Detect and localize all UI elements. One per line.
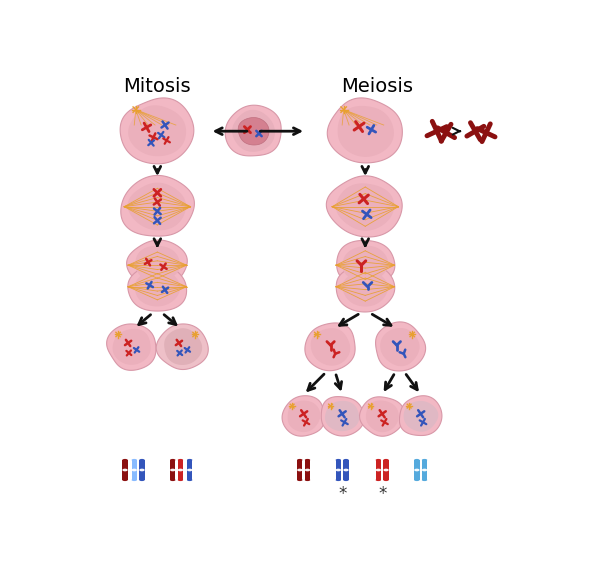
Polygon shape	[336, 183, 394, 231]
Ellipse shape	[305, 459, 310, 461]
Ellipse shape	[187, 469, 193, 472]
Polygon shape	[305, 460, 310, 480]
Polygon shape	[343, 270, 388, 307]
Polygon shape	[414, 460, 419, 480]
Polygon shape	[139, 460, 145, 480]
Polygon shape	[113, 329, 151, 365]
Polygon shape	[120, 98, 194, 164]
Polygon shape	[321, 397, 364, 436]
Polygon shape	[404, 401, 439, 432]
Ellipse shape	[297, 459, 302, 461]
Polygon shape	[297, 460, 302, 480]
Ellipse shape	[422, 469, 427, 472]
Polygon shape	[326, 176, 402, 237]
Ellipse shape	[376, 459, 381, 461]
Ellipse shape	[170, 469, 175, 472]
Polygon shape	[383, 460, 389, 480]
Ellipse shape	[170, 459, 175, 461]
Ellipse shape	[335, 479, 341, 481]
Polygon shape	[380, 328, 419, 366]
Ellipse shape	[297, 479, 302, 481]
Ellipse shape	[414, 469, 419, 472]
Polygon shape	[170, 460, 175, 480]
Polygon shape	[156, 324, 208, 369]
Text: *: *	[378, 485, 386, 503]
Polygon shape	[422, 460, 427, 480]
Ellipse shape	[422, 459, 427, 461]
Ellipse shape	[122, 479, 128, 481]
Text: *: *	[338, 485, 346, 503]
Polygon shape	[127, 240, 187, 287]
Ellipse shape	[297, 469, 302, 472]
Polygon shape	[337, 241, 395, 287]
Polygon shape	[135, 271, 180, 306]
Ellipse shape	[122, 459, 128, 461]
Ellipse shape	[335, 469, 341, 472]
Polygon shape	[128, 264, 187, 311]
Ellipse shape	[383, 469, 389, 472]
Polygon shape	[311, 328, 350, 365]
Polygon shape	[232, 110, 275, 152]
Polygon shape	[400, 396, 442, 436]
Polygon shape	[287, 401, 320, 432]
Ellipse shape	[187, 479, 193, 481]
Polygon shape	[343, 460, 349, 480]
Ellipse shape	[414, 479, 419, 481]
Text: Mitosis: Mitosis	[124, 77, 191, 96]
Polygon shape	[131, 460, 137, 480]
Polygon shape	[305, 323, 355, 371]
Ellipse shape	[187, 459, 193, 461]
Polygon shape	[121, 175, 194, 236]
Polygon shape	[335, 460, 341, 480]
Polygon shape	[376, 322, 425, 371]
Ellipse shape	[131, 469, 137, 472]
Ellipse shape	[305, 469, 310, 472]
Ellipse shape	[178, 479, 183, 481]
Polygon shape	[336, 266, 395, 312]
Ellipse shape	[383, 459, 389, 461]
Ellipse shape	[131, 459, 137, 461]
Ellipse shape	[376, 479, 381, 481]
Text: Meiosis: Meiosis	[341, 77, 413, 96]
Polygon shape	[338, 106, 394, 157]
Ellipse shape	[170, 479, 175, 481]
Ellipse shape	[335, 459, 341, 461]
Polygon shape	[122, 460, 128, 480]
Polygon shape	[366, 400, 399, 432]
Polygon shape	[164, 328, 202, 365]
Ellipse shape	[305, 479, 310, 481]
Polygon shape	[107, 324, 156, 371]
Ellipse shape	[139, 459, 145, 461]
Ellipse shape	[343, 469, 349, 472]
Ellipse shape	[178, 469, 183, 472]
Ellipse shape	[139, 469, 145, 472]
Polygon shape	[282, 396, 324, 436]
Polygon shape	[135, 246, 180, 281]
Polygon shape	[238, 118, 269, 145]
Polygon shape	[327, 98, 403, 163]
Polygon shape	[187, 460, 193, 480]
Polygon shape	[325, 401, 359, 431]
Polygon shape	[128, 183, 186, 230]
Ellipse shape	[383, 479, 389, 481]
Polygon shape	[128, 106, 186, 156]
Ellipse shape	[422, 479, 427, 481]
Polygon shape	[343, 246, 388, 281]
Ellipse shape	[178, 459, 183, 461]
Ellipse shape	[414, 459, 419, 461]
Ellipse shape	[139, 479, 145, 481]
Ellipse shape	[343, 479, 349, 481]
Polygon shape	[359, 397, 404, 436]
Ellipse shape	[122, 469, 128, 472]
Polygon shape	[178, 460, 183, 480]
Ellipse shape	[343, 459, 349, 461]
Polygon shape	[225, 105, 281, 156]
Ellipse shape	[376, 469, 381, 472]
Polygon shape	[376, 460, 381, 480]
Ellipse shape	[131, 479, 137, 481]
